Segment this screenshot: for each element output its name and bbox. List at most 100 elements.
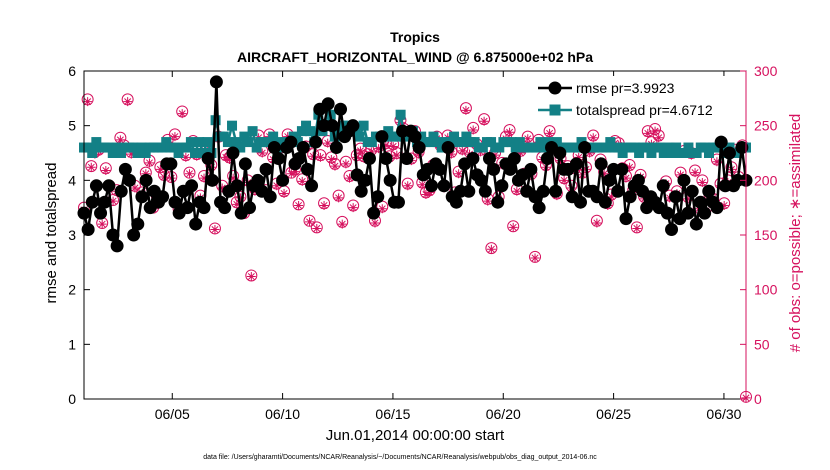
rmse-point: [615, 162, 629, 176]
obs-assimilated-marker: [588, 133, 598, 143]
obs-assimilated-marker: [294, 200, 304, 210]
rmse-point: [569, 157, 583, 171]
rmse-point: [433, 162, 447, 176]
rmse-point: [495, 179, 509, 193]
footnote: data file: /Users/gharamti/Documents/NCA…: [203, 454, 597, 461]
obs-assimilated-marker: [101, 165, 111, 175]
obs-assimilated-marker: [348, 203, 358, 213]
obs-assimilated-marker: [126, 149, 136, 159]
rmse-point: [358, 173, 372, 187]
totalspread-point: [157, 142, 168, 153]
obs-assimilated-marker: [592, 218, 602, 228]
rmse-point: [619, 212, 633, 226]
rmse-point: [710, 201, 724, 215]
rmse-point: [478, 184, 492, 198]
totalspread-point: [506, 137, 517, 148]
totalspread-point: [510, 142, 521, 153]
rmse-point: [118, 162, 132, 176]
rmse-point: [540, 151, 554, 165]
obs-assimilated-marker: [144, 158, 154, 168]
rmse-point: [594, 157, 608, 171]
rmse-point: [549, 184, 563, 198]
obs-assimilated-marker: [461, 105, 471, 115]
y-right-tick-label: 0: [754, 391, 762, 407]
obs-assimilated-marker: [206, 162, 216, 172]
totalspread-point: [486, 137, 497, 148]
obs-assimilated-marker: [392, 150, 402, 160]
obs-assimilated-marker: [246, 272, 256, 282]
rmse-point: [602, 173, 616, 187]
obs-assimilated-marker: [345, 173, 355, 183]
obs-assimilated-marker: [457, 146, 467, 156]
totalspread-point: [605, 137, 616, 148]
y-left-tick-label: 2: [68, 282, 76, 298]
rmse-point: [205, 173, 219, 187]
rmse-point: [259, 162, 273, 176]
obs-assimilated-marker: [184, 169, 194, 179]
obs-assimilated-marker: [290, 167, 300, 177]
totalspread-point: [683, 142, 694, 153]
obs-assimilated-marker: [370, 218, 380, 228]
y-axis-label-left: rmse and totalspread: [43, 163, 60, 304]
obs-assimilated-marker: [155, 164, 165, 174]
rmse-point: [300, 162, 314, 176]
obs-assimilated-marker: [454, 169, 464, 179]
rmse-point: [139, 173, 153, 187]
chart-subtitle: AIRCRAFT_HORIZONTAL_WIND @ 6.875000e+02 …: [237, 49, 593, 65]
totalspread-point: [116, 148, 127, 158]
totalspread-point: [194, 137, 205, 148]
obs-assimilated-marker: [508, 222, 518, 232]
totalspread-point: [231, 137, 242, 148]
totalspread-point: [161, 137, 172, 148]
obs-assimilated-marker: [377, 204, 387, 214]
obs-assimilated-marker: [483, 196, 493, 206]
rmse-point: [276, 173, 290, 187]
rmse-point: [168, 195, 182, 209]
totalspread-point: [107, 148, 118, 158]
rmse-point: [693, 195, 707, 209]
obs-assimilated-marker: [559, 175, 569, 185]
obs-assimilated-marker: [355, 146, 365, 156]
y-left-tick-label: 1: [68, 336, 76, 352]
totalspread-point: [428, 131, 439, 142]
obs-assimilated-marker: [297, 176, 307, 186]
totalspread-point: [87, 148, 98, 158]
rmse-series: [77, 75, 753, 253]
rmse-point: [189, 217, 203, 231]
x-tick-label: 06/05: [155, 406, 190, 422]
rmse-point: [681, 206, 695, 220]
y-right-tick-label: 250: [754, 118, 778, 134]
rmse-point: [578, 141, 592, 155]
totalspread-point: [132, 148, 143, 158]
rmse-point: [425, 179, 439, 193]
rmse-point: [611, 184, 625, 198]
rmse-point: [243, 201, 256, 215]
obs-assimilated-marker: [330, 161, 340, 171]
rmse-point: [449, 195, 463, 209]
x-tick-label: 06/30: [706, 406, 741, 422]
totalspread-point: [494, 142, 505, 153]
obs-assimilated-marker: [221, 152, 231, 162]
obs-assimilated-marker: [337, 219, 347, 229]
obs-assimilated-marker: [279, 188, 289, 198]
rmse-point: [391, 195, 405, 209]
rmse-point: [441, 141, 455, 155]
totalspread-point: [424, 137, 435, 148]
totalspread-point: [91, 137, 102, 148]
rmse-point: [362, 151, 376, 165]
obs-assimilated-marker: [395, 117, 405, 127]
totalspread-point: [662, 142, 673, 153]
obs-assimilated-marker: [108, 196, 118, 206]
rmse-point: [334, 102, 348, 116]
rmse-point: [735, 141, 749, 155]
x-axis-label: Jun.01,2014 00:00:00 start: [326, 427, 505, 444]
totalspread-point: [699, 142, 710, 153]
obs-assimilated-marker: [446, 149, 456, 159]
y-right-tick-label: 100: [754, 282, 778, 298]
totalspread-point: [461, 131, 472, 142]
obs-assimilated-marker: [210, 225, 220, 235]
rmse-point: [677, 173, 691, 187]
totalspread-point: [551, 137, 562, 148]
x-tick-label: 06/15: [375, 406, 410, 422]
obs-assimilated-marker: [272, 181, 282, 191]
